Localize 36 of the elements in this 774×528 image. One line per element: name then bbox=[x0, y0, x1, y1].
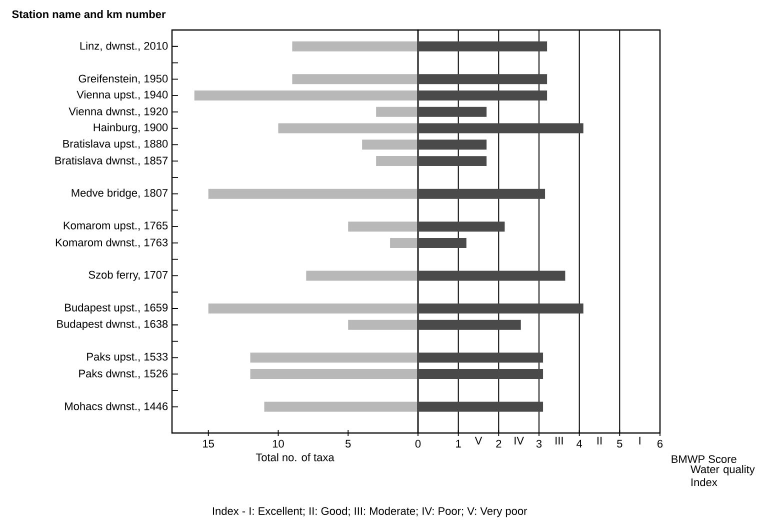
x-axis-title: BMWP Score bbox=[672, 455, 736, 463]
text: Index - I: Excellent; II: Good; III: Moderate; IV: Poor; V: Very poor bbox=[212, 506, 528, 518]
x-tick-label: 5 bbox=[617, 440, 622, 448]
x-tick-label: 3 bbox=[536, 440, 542, 448]
y-tick-label: Vienna upst., 1940 bbox=[76, 90, 168, 101]
y-tick-label: Mohacs dwnst., 1446 bbox=[65, 402, 168, 412]
y-tick-label: Komarom dwnst., 1763 bbox=[56, 238, 168, 248]
text: II bbox=[597, 436, 602, 444]
x-tick-label: 1 bbox=[456, 440, 461, 448]
x-tick-label: 15 bbox=[203, 440, 214, 448]
text: Water quality Index bbox=[690, 465, 755, 486]
x-tick-label: 0 bbox=[415, 440, 421, 448]
y-tick-label: Bratislava upst., 1880 bbox=[63, 140, 168, 150]
y-tick-label: Komarom upst., 1765 bbox=[64, 222, 168, 232]
x-axis-title: Total no. of taxa bbox=[256, 453, 334, 462]
x-tick-label: 2 bbox=[496, 440, 502, 448]
y-tick-label: Medve bridge, 1807 bbox=[72, 188, 168, 199]
x-tick-label: 5 bbox=[345, 440, 351, 448]
y-tick-label: Vienna dwnst., 1920 bbox=[68, 107, 168, 117]
x-tick-label: 10 bbox=[272, 440, 284, 448]
text: V bbox=[474, 436, 482, 444]
text: I bbox=[639, 436, 640, 444]
y-tick-label: Paks dwnst., 1526 bbox=[79, 369, 168, 379]
y-tick-label: Szob ferry, 1707 bbox=[88, 270, 168, 281]
y-tick-label: Bratislava dwnst., 1857 bbox=[55, 156, 168, 166]
y-tick-label: Greifenstein, 1950 bbox=[78, 74, 168, 84]
text: IV bbox=[514, 436, 524, 444]
y-tick-label: Paks upst., 1533 bbox=[87, 352, 168, 363]
y-axis-title: Station name and km number bbox=[12, 10, 166, 18]
y-tick-label: Budapest dwnst., 1638 bbox=[57, 320, 168, 330]
x-tick-label: 4 bbox=[576, 440, 582, 448]
text: III bbox=[556, 436, 563, 444]
x-tick-label: 6 bbox=[658, 440, 663, 448]
y-tick-label: Linz, dwnst., 2010 bbox=[80, 42, 168, 52]
y-tick-label: Hainburg, 1900 bbox=[94, 123, 168, 134]
y-tick-label: Budapest upst., 1659 bbox=[65, 303, 168, 314]
